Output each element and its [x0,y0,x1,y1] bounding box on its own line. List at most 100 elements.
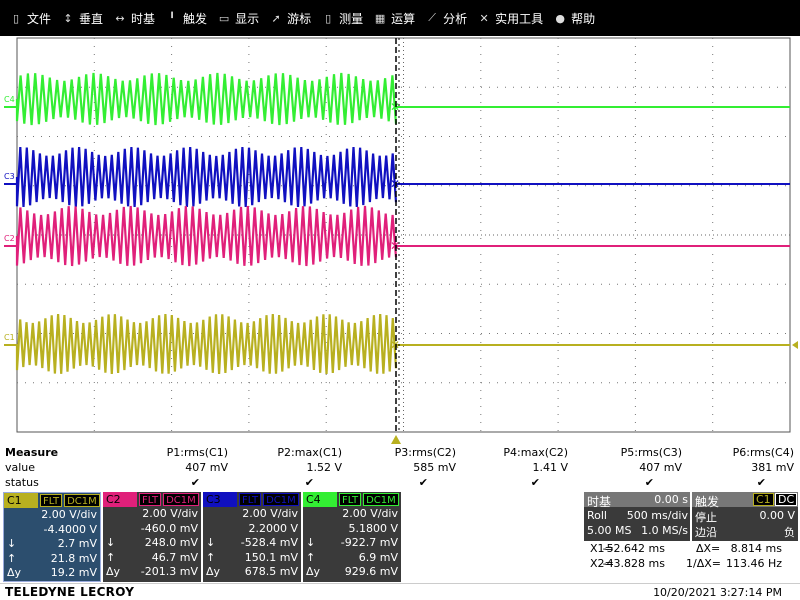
channel-box-c1[interactable]: C1 FLT DC1M 2.00 V/div -4.4000 V ↓ 2.7 mV ↑ 21.8… [3,492,101,582]
status-check-icon: ✔ [304,476,314,489]
brand-logo: TELEDYNE LECROY [5,585,135,599]
trace-c2-waveform [15,205,398,267]
measure-column-name[interactable]: P3:rms(C2) [394,446,456,459]
menu-bar: ▯ 文件 ↕ 垂直 ↔ 时基 ╹ 触发 ▭ 显示 ➚ 游标 ▯ 测量 ▦ 运算 ⟋ 分析 ✕ 实用工具 ● 帮助 [0,0,800,36]
measure-column-value: 1.41 V [532,461,568,474]
menu-item-3[interactable]: ╹ 触发 [160,0,212,36]
channel-line-offset: 2.2000 V [203,522,301,537]
menu-item-label: 游标 [287,11,312,26]
timebase-title[interactable]: 时基 [587,495,612,509]
channel-line-value: 2.00 V/div [41,508,97,521]
channel-box-c2[interactable]: C2 FLT DC1M 2.00 V/div -460.0 mV ↓ 248.0 mV ↑ 46… [103,492,201,582]
menu-item-7[interactable]: ▦ 运算 [368,0,420,36]
channel-line-label: ↑ [206,550,216,564]
channel-line-value: -528.4 mV [240,536,298,550]
channel-line-value: 2.00 V/div [142,507,198,520]
menu-item-label: 测量 [339,11,364,26]
channel-header: C2 FLT DC1M [103,492,201,507]
channel-line-vdiv: 2.00 V/div [4,508,100,523]
channel-line-label: Δy [7,566,22,580]
status-check-icon: ✔ [756,476,766,489]
menu-item-10[interactable]: ● 帮助 [548,0,600,36]
cursor-readout: X1= -52.642 ms ΔX= 8.814 ms X2= -43.828 … [584,540,798,572]
trigger-slope-label: 边沿 [695,526,717,539]
channel-box-c4[interactable]: C4 FLT DC1M 2.00 V/div 5.1800 V ↓ -922.7 mV ↑ 6.… [303,492,401,582]
channel-line-value: -201.3 mV [140,565,198,579]
measure-row-status-label: status [5,476,39,489]
channel-line-label: ↑ [306,550,316,564]
trace-c1-label: C1 [4,333,15,342]
analysis-icon: ⟋ [428,11,436,24]
channel-badge2: DC1M [163,493,199,506]
channel-line-label: ↓ [306,536,316,550]
cursor-dx-value: 8.814 ms [730,542,782,555]
channel-line-offset: -460.0 mV [103,522,201,537]
menu-item-9[interactable]: ✕ 实用工具 [472,0,548,36]
measure-column-name[interactable]: P4:max(C2) [503,446,568,459]
footer: TELEDYNE LECROY 10/20/2021 3:27:14 PM [0,583,800,600]
cursor-cross-icon: ✕ [390,100,400,114]
channel-line-value: 150.1 mV [244,550,298,564]
cursor-inv-value: 113.46 Hz [725,557,782,570]
waveform-display[interactable]: C4 ✕ C3 ✕ C2 ✕ C1 ✕ [0,36,800,446]
trigger-slope: 负 [784,526,795,539]
measure-column-name[interactable]: P6:rms(C4) [732,446,794,459]
timebase-rate: 1.0 MS/s [641,524,688,537]
menu-item-8[interactable]: ⟋ 分析 [420,0,472,36]
menu-item-1[interactable]: ↕ 垂直 [56,0,108,36]
channel-box-c3[interactable]: C3 FLT DC1M 2.00 V/div 2.2000 V ↓ -528.4 mV ↑ 15… [203,492,301,582]
channel-line-value: 2.2000 V [248,521,298,535]
channel-line-dy: Δy -201.3 mV [103,565,201,580]
channel-badge2: DC1M [363,493,399,506]
menu-item-5[interactable]: ➚ 游标 [264,0,316,36]
trigger-level-marker [792,341,798,349]
timebase-samples: 5.00 MS [587,524,632,537]
channel-badge1: FLT [339,493,362,506]
measure-column-value: 585 mV [413,461,456,474]
timebase-mode: Roll [587,509,607,522]
channel-line-down: ↓ 2.7 mV [4,537,100,552]
trigger-title[interactable]: 触发 [695,495,720,509]
menu-item-0[interactable]: ▯ 文件 [4,0,56,36]
channel-line-label: Δy [106,565,121,579]
measure-column-value: 381 mV [751,461,794,474]
measure-column-name[interactable]: P2:max(C1) [277,446,342,459]
channel-line-label: ↑ [106,550,116,564]
vertical-arrows-icon: ↕ [63,11,73,25]
channel-line-dy: Δy 929.6 mV [303,565,401,580]
timebase-trigger-panel[interactable]: 时基 0.00 s Roll 500 ms/div 5.00 MS 1.0 MS… [584,492,798,544]
channel-badge2: DC1M [263,493,299,506]
status-check-icon: ✔ [530,476,540,489]
measure-title: Measure [5,446,59,459]
channel-line-vdiv: 2.00 V/div [303,507,401,522]
cursor-cross-icon: ✕ [390,338,400,352]
channel-line-value: 46.7 mV [151,550,198,564]
menu-item-label: 运算 [391,11,416,26]
channel-line-label: ↓ [7,537,17,551]
menu-item-6[interactable]: ▯ 测量 [316,0,368,36]
measure-column-name[interactable]: P1:rms(C1) [166,446,228,459]
menu-item-label: 帮助 [571,11,596,26]
menu-item-label: 显示 [235,11,260,26]
channel-header: C1 FLT DC1M [4,493,100,508]
menu-item-4[interactable]: ▭ 显示 [212,0,264,36]
channel-badge1: FLT [139,493,162,506]
measure-column-name[interactable]: P5:rms(C3) [620,446,682,459]
channel-line-down: ↓ 248.0 mV [103,536,201,551]
cursor-x1-value: -52.642 ms [602,542,665,555]
math-icon: ▦ [374,11,386,25]
status-check-icon: ✔ [644,476,654,489]
measure-column-value: 407 mV [185,461,228,474]
menu-item-2[interactable]: ↔ 时基 [108,0,160,36]
waveform-grid[interactable]: C4 ✕ C3 ✕ C2 ✕ C1 ✕ [0,36,800,446]
cursor-x2-label: X2= [590,557,614,570]
cursor-cross-icon: ✕ [390,177,400,191]
channel-line-vdiv: 2.00 V/div [203,507,301,522]
measure-row-value-label: value [5,461,36,474]
trigger-source-badge: C1 [753,493,774,506]
horizontal-arrows-icon: ↔ [115,11,125,25]
channel-header: C3 FLT DC1M [203,492,301,507]
menu-item-label: 分析 [443,11,468,26]
channel-header: C4 FLT DC1M [303,492,401,507]
channel-line-down: ↓ -528.4 mV [203,536,301,551]
